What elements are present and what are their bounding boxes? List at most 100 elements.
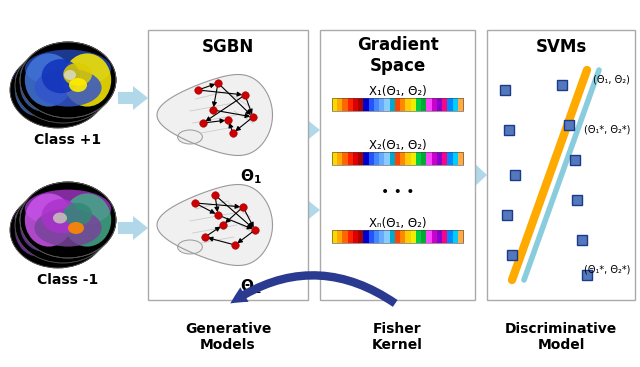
Text: (Θ₁*, Θ₂*): (Θ₁*, Θ₂*) — [584, 125, 630, 135]
Bar — [405, 152, 411, 165]
Bar — [385, 152, 390, 165]
Text: SGBN: SGBN — [202, 38, 254, 56]
Ellipse shape — [178, 240, 202, 254]
Bar — [337, 98, 343, 111]
Ellipse shape — [53, 203, 101, 257]
Bar — [385, 230, 390, 243]
Bar — [342, 98, 348, 111]
Ellipse shape — [25, 193, 73, 247]
Bar — [447, 152, 453, 165]
Bar — [385, 98, 390, 111]
Bar — [400, 230, 406, 243]
Bar — [431, 98, 437, 111]
Ellipse shape — [24, 79, 92, 117]
Bar — [577, 235, 587, 245]
Bar — [353, 230, 358, 243]
Text: $\mathbf{\Theta_2}$: $\mathbf{\Theta_2}$ — [240, 277, 262, 296]
Bar — [400, 152, 406, 165]
Polygon shape — [157, 185, 273, 265]
Ellipse shape — [63, 54, 111, 106]
Bar — [332, 152, 463, 165]
Bar — [395, 152, 401, 165]
Bar — [421, 98, 427, 111]
Bar — [358, 98, 364, 111]
Ellipse shape — [64, 70, 76, 80]
Text: X₂(Θ₁, Θ₂): X₂(Θ₁, Θ₂) — [369, 139, 426, 152]
Ellipse shape — [58, 58, 106, 112]
Ellipse shape — [35, 208, 102, 247]
Text: Generative
Models: Generative Models — [185, 322, 271, 352]
Ellipse shape — [25, 50, 111, 88]
Bar — [348, 152, 353, 165]
Ellipse shape — [63, 63, 92, 86]
Bar — [358, 152, 364, 165]
Ellipse shape — [178, 130, 202, 144]
Ellipse shape — [20, 55, 106, 92]
Bar — [458, 152, 463, 165]
Ellipse shape — [58, 199, 106, 252]
Bar — [416, 152, 422, 165]
Ellipse shape — [63, 203, 92, 226]
Ellipse shape — [20, 199, 68, 252]
Bar — [416, 98, 422, 111]
Ellipse shape — [42, 199, 80, 233]
Bar — [452, 98, 458, 111]
Bar — [148, 30, 308, 300]
Bar — [405, 98, 411, 111]
Bar — [364, 230, 369, 243]
Ellipse shape — [20, 182, 116, 258]
Bar — [426, 230, 432, 243]
Bar — [447, 230, 453, 243]
Bar — [374, 152, 380, 165]
Ellipse shape — [15, 47, 111, 123]
Bar — [421, 152, 427, 165]
Ellipse shape — [35, 69, 102, 106]
Ellipse shape — [25, 50, 111, 88]
Text: Class -1: Class -1 — [37, 273, 99, 287]
Ellipse shape — [31, 209, 70, 243]
Ellipse shape — [42, 59, 80, 93]
Text: (Θ₁*, Θ₂*): (Θ₁*, Θ₂*) — [584, 265, 630, 275]
Ellipse shape — [63, 63, 92, 86]
Bar — [487, 30, 635, 300]
Bar — [379, 152, 385, 165]
Bar — [374, 230, 380, 243]
Bar — [452, 152, 458, 165]
Ellipse shape — [36, 204, 75, 238]
Bar — [390, 230, 396, 243]
Bar — [411, 152, 417, 165]
Ellipse shape — [29, 74, 97, 112]
Bar — [353, 98, 358, 111]
Ellipse shape — [25, 54, 73, 106]
Ellipse shape — [42, 59, 80, 93]
Bar — [437, 230, 442, 243]
Text: Discriminative
Model: Discriminative Model — [505, 322, 617, 352]
Bar — [395, 230, 401, 243]
Ellipse shape — [63, 203, 92, 226]
Bar — [507, 250, 517, 260]
Bar — [390, 98, 396, 111]
Bar — [504, 125, 514, 135]
FancyArrowPatch shape — [230, 271, 397, 307]
Bar — [342, 152, 348, 165]
Text: X₁(Θ₁, Θ₂): X₁(Θ₁, Θ₂) — [369, 85, 426, 98]
Polygon shape — [118, 216, 148, 240]
Bar — [332, 230, 463, 243]
Ellipse shape — [69, 78, 87, 92]
Bar — [320, 30, 475, 300]
Bar — [557, 80, 567, 90]
Ellipse shape — [20, 58, 68, 112]
Text: • • •: • • • — [381, 185, 414, 199]
Bar — [369, 230, 374, 243]
Ellipse shape — [25, 190, 111, 228]
Polygon shape — [305, 118, 320, 142]
Bar — [582, 270, 592, 280]
Text: (Θ₁, Θ₂): (Θ₁, Θ₂) — [593, 75, 630, 85]
Bar — [426, 152, 432, 165]
Bar — [358, 230, 364, 243]
Ellipse shape — [36, 64, 75, 98]
Ellipse shape — [15, 59, 101, 98]
Bar — [564, 120, 574, 130]
Bar — [348, 230, 353, 243]
Bar — [510, 170, 520, 180]
